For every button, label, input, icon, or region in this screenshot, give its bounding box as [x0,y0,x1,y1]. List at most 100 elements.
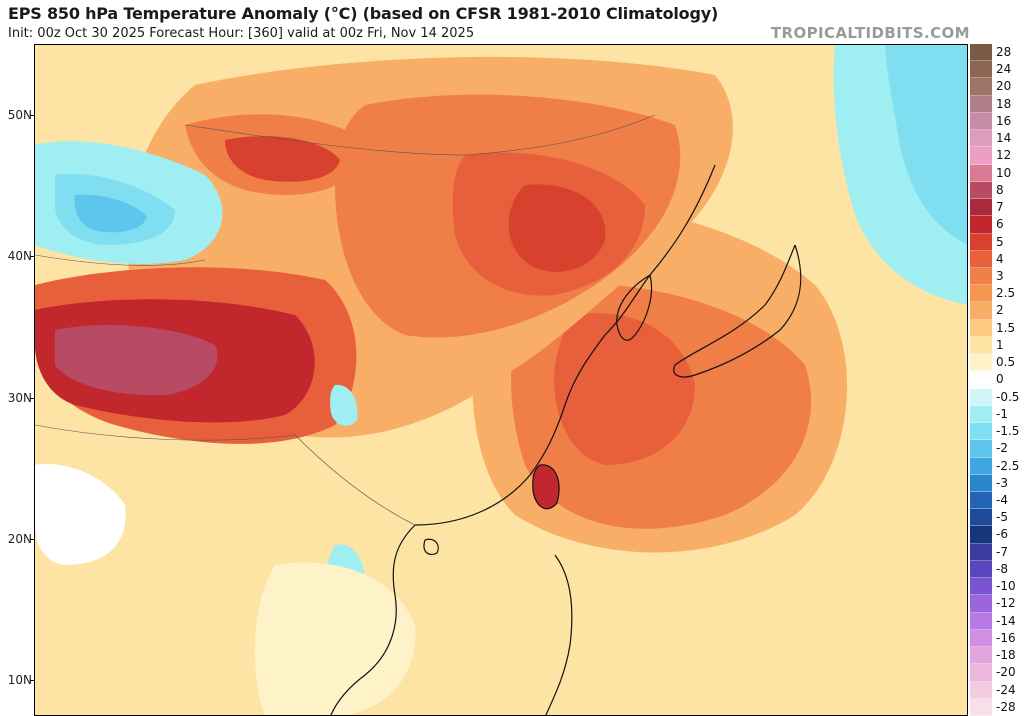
colorbar-swatch [970,371,992,389]
colorbar-label: 20 [996,79,1012,94]
colorbar-label: 2 [996,303,1004,318]
colorbar-label: -6 [996,527,1008,542]
colorbar-entry: 10 [970,164,1024,182]
colorbar-entry: 8 [970,181,1024,200]
colorbar-label: -5 [996,510,1008,525]
colorbar-swatch [970,578,992,596]
anomaly-region-hotspot-northeast [508,184,606,272]
colorbar-entry: -20 [970,664,1024,682]
latitude-tick [30,256,35,258]
latitude-tick [30,115,35,116]
border-tibet [35,424,296,441]
latitude-label-30n: 30N [7,390,32,405]
colorbar-entry: 5 [970,233,1024,251]
map-panel [34,44,968,716]
anomaly-region-south-pale [254,562,416,715]
colorbar-label: 16 [996,113,1012,128]
latitude-label-20n: 20N [7,531,32,546]
coastline-china-east [414,164,716,526]
colorbar-swatch [970,629,992,648]
colorbar-entry: -24 [970,681,1024,699]
colorbar-label: -7 [996,544,1008,559]
colorbar-label: -1 [996,406,1008,421]
coastline-hainan [423,538,439,556]
colorbar-entry: -7 [970,543,1024,561]
colorbar-label: 14 [996,131,1012,146]
colorbar-swatch [970,440,992,458]
colorbar-entry: -2 [970,440,1024,458]
anomaly-region-north-pacific-core [885,45,967,245]
colorbar-label: -4 [996,493,1008,507]
coastline-taiwan [532,464,560,510]
colorbar-entry: -0.5 [970,388,1024,406]
colorbar-label: -28 [996,699,1016,714]
colorbar-label: -16 [996,630,1016,645]
coastline-philippines [545,554,573,715]
border-kazakhstan [35,254,206,266]
colorbar-label: 0.5 [996,355,1016,370]
colorbar-label: -2.5 [996,458,1020,473]
colorbar-label: 10 [996,165,1012,180]
colorbar-entry: -1 [970,405,1024,424]
colorbar-swatch [970,319,992,337]
colorbar-entry: 1 [970,336,1024,355]
colorbar-label: 18 [996,96,1012,111]
latitude-label-50n: 50N [7,108,32,122]
colorbar-label: -2 [996,441,1008,456]
colorbar-swatch [970,199,992,217]
colorbar-swatch [970,233,992,251]
colorbar-entry: -28 [970,698,1024,716]
colorbar-swatch [970,61,992,79]
colorbar-swatch [970,405,992,424]
anomaly-region-mongolia-core [225,136,340,182]
coastline-korea [616,274,653,341]
colorbar-entry: -1.5 [970,423,1024,441]
colorbar-swatch [970,216,992,234]
colorbar-label: -18 [996,648,1016,663]
colorbar-entry: -5 [970,509,1024,527]
coastline-layer [330,164,802,715]
latitude-tick [30,680,35,681]
colorbar-entry: -16 [970,629,1024,648]
latitude-tick [30,397,35,399]
colorbar-entry: 7 [970,199,1024,217]
latitude-label-40n: 40N [7,249,32,264]
colorbar-swatch [970,457,992,475]
colorbar-swatch [970,526,992,544]
colorbar-swatch [970,423,992,441]
anomaly-region-taiwan [532,464,560,509]
latitude-tick [30,538,35,540]
colorbar-entry: 14 [970,130,1024,148]
colorbar-label: -20 [996,665,1016,680]
map-title: EPS 850 hPa Temperature Anomaly (°C) (ba… [8,4,719,23]
colorbar-entry: 20 [970,78,1024,96]
colorbar-entry: 16 [970,112,1024,131]
colorbar-label: -12 [996,596,1016,611]
colorbar-swatch [970,302,992,320]
border-layer [35,114,656,526]
colorbar-entry: 3 [970,268,1024,286]
latitude-label-10n: 10N [7,673,32,687]
colorbar-entry: -3 [970,474,1024,492]
colorbar-entry: -2.5 [970,457,1024,475]
anomaly-region-tibet-extreme [55,325,218,396]
colorbar-swatch [970,647,992,665]
colorbar-label: 24 [996,62,1012,77]
anomaly-region-east-china-sea [554,313,695,465]
colorbar-label: 28 [996,45,1012,59]
border-china-vietnam [294,434,416,526]
colorbar-swatch [970,112,992,131]
watermark: TROPICALTIDBITS.COM [770,24,970,42]
colorbar-swatch [970,492,992,510]
map-subtitle: Init: 00z Oct 30 2025 Forecast Hour: [36… [8,26,475,41]
colorbar-label: -1.5 [996,424,1020,439]
colorbar-entry: 2 [970,302,1024,320]
colorbar-swatch [970,181,992,200]
colorbar-label: 1 [996,337,1004,352]
colorbar-swatch [970,509,992,527]
colorbar-swatch [970,560,992,579]
colorbar-swatch [970,285,992,303]
colorbar-label: -24 [996,682,1016,697]
colorbar-swatch [970,354,992,372]
border-mongolia [184,114,656,156]
